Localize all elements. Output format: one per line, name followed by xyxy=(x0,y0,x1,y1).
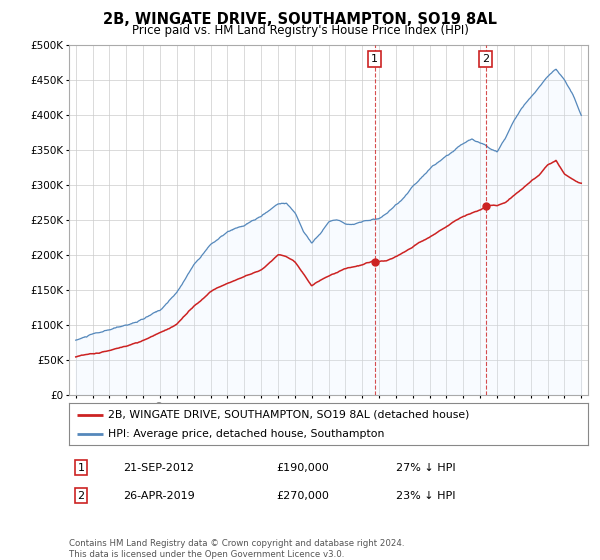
Text: 26-APR-2019: 26-APR-2019 xyxy=(123,491,195,501)
Text: 2B, WINGATE DRIVE, SOUTHAMPTON, SO19 8AL: 2B, WINGATE DRIVE, SOUTHAMPTON, SO19 8AL xyxy=(103,12,497,27)
Text: HPI: Average price, detached house, Southampton: HPI: Average price, detached house, Sout… xyxy=(108,429,385,439)
Text: 2B, WINGATE DRIVE, SOUTHAMPTON, SO19 8AL (detached house): 2B, WINGATE DRIVE, SOUTHAMPTON, SO19 8AL… xyxy=(108,409,469,419)
Text: 1: 1 xyxy=(77,463,85,473)
Text: 27% ↓ HPI: 27% ↓ HPI xyxy=(396,463,455,473)
Text: 21-SEP-2012: 21-SEP-2012 xyxy=(123,463,194,473)
Text: Price paid vs. HM Land Registry's House Price Index (HPI): Price paid vs. HM Land Registry's House … xyxy=(131,24,469,36)
Text: Contains HM Land Registry data © Crown copyright and database right 2024.
This d: Contains HM Land Registry data © Crown c… xyxy=(69,539,404,559)
Text: 2: 2 xyxy=(482,54,489,64)
Text: 1: 1 xyxy=(371,54,378,64)
Text: 23% ↓ HPI: 23% ↓ HPI xyxy=(396,491,455,501)
Text: £270,000: £270,000 xyxy=(276,491,329,501)
Text: £190,000: £190,000 xyxy=(276,463,329,473)
Text: 2: 2 xyxy=(77,491,85,501)
